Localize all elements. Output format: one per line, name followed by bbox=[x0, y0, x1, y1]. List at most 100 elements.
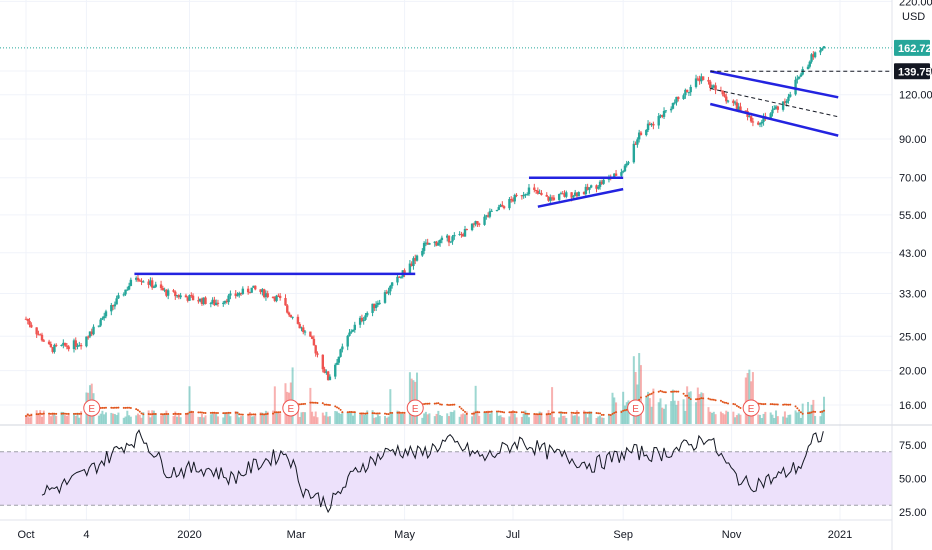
volume-bar bbox=[101, 410, 104, 424]
volume-bar bbox=[497, 415, 500, 424]
volume-bar bbox=[577, 416, 580, 424]
marked-price-label: 139.75 bbox=[894, 63, 932, 80]
time-tick-label: 4 bbox=[83, 529, 89, 541]
candle-body bbox=[149, 280, 152, 285]
candle-body bbox=[559, 193, 563, 195]
volume-bar bbox=[597, 416, 600, 424]
volume-ma-point bbox=[600, 413, 603, 416]
volume-ma-point bbox=[167, 413, 170, 416]
volume-ma-point bbox=[783, 403, 786, 406]
volume-bar bbox=[378, 416, 381, 424]
volume-ma-point bbox=[709, 398, 712, 401]
candle-body bbox=[348, 332, 351, 336]
volume-ma-point bbox=[216, 412, 219, 415]
candle-body bbox=[527, 187, 531, 195]
candle-body bbox=[773, 108, 776, 110]
time-tick-label: Nov bbox=[722, 529, 742, 541]
volume-ma-point bbox=[696, 398, 699, 401]
candle-body bbox=[749, 116, 753, 122]
candle-body bbox=[126, 289, 129, 291]
volume-bar bbox=[304, 412, 307, 424]
volume-ma-point bbox=[794, 405, 797, 408]
volume-ma-point bbox=[128, 406, 131, 409]
volume-ma-point bbox=[620, 410, 623, 413]
volume-bar bbox=[51, 412, 54, 424]
volume-ma-point bbox=[609, 413, 612, 416]
candle-body bbox=[460, 233, 463, 235]
volume-bar bbox=[138, 414, 141, 424]
volume-bar bbox=[465, 411, 468, 424]
volume-bar bbox=[263, 413, 266, 424]
earnings-marker-label: E bbox=[748, 404, 755, 415]
volume-bar bbox=[272, 410, 275, 424]
volume-bar bbox=[352, 415, 355, 424]
volume-bar bbox=[540, 412, 543, 424]
grid-lines bbox=[0, 0, 892, 520]
volume-ma-point bbox=[812, 410, 815, 413]
volume-ma-point bbox=[28, 414, 31, 417]
volume-bar bbox=[499, 415, 502, 424]
volume-bar bbox=[64, 415, 67, 424]
volume-bar bbox=[623, 405, 626, 424]
volume-bar bbox=[721, 413, 724, 424]
trend-lines[interactable] bbox=[134, 70, 839, 276]
volume-ma-point bbox=[309, 401, 312, 404]
volume-ma-point bbox=[254, 413, 257, 416]
volume-bar bbox=[204, 415, 207, 424]
volume-ma-point bbox=[583, 411, 586, 414]
volume-ma-point bbox=[72, 412, 75, 415]
currency-label[interactable]: USD bbox=[902, 11, 925, 23]
candle-body bbox=[389, 285, 392, 292]
volume-ma-point bbox=[673, 390, 676, 393]
candle-body bbox=[408, 263, 412, 275]
candle-body bbox=[277, 295, 280, 297]
volume-ma-point bbox=[316, 402, 319, 405]
volume-ma-point bbox=[574, 412, 577, 415]
candle-body bbox=[774, 106, 778, 109]
candle-body bbox=[783, 101, 787, 103]
candle-body bbox=[808, 61, 811, 67]
volume-bar bbox=[184, 413, 187, 424]
volume-ma-point bbox=[577, 411, 580, 414]
volume-bar bbox=[60, 411, 63, 424]
volume-ma-point bbox=[261, 413, 264, 416]
candle-body bbox=[284, 298, 287, 306]
volume-ma-point bbox=[117, 406, 120, 409]
candle-body bbox=[737, 106, 740, 110]
trend-line bbox=[537, 187, 624, 208]
volume-ma-point bbox=[522, 411, 525, 414]
candle-body bbox=[485, 215, 488, 217]
volume-bar bbox=[565, 417, 568, 424]
volume-ma-point bbox=[101, 406, 104, 409]
volume-bar bbox=[215, 414, 218, 424]
volume-ma-point bbox=[197, 411, 200, 414]
volume-ma-point bbox=[247, 413, 250, 416]
price-axis[interactable]: 220.00140.00120.0090.0070.0055.0043.0033… bbox=[891, 0, 932, 550]
volume-ma-point bbox=[188, 411, 191, 414]
candle-body bbox=[88, 331, 92, 337]
candle-body bbox=[700, 76, 703, 82]
volume-ma-point bbox=[389, 411, 392, 414]
volume-ma-point bbox=[163, 413, 166, 416]
candle-body bbox=[197, 300, 200, 302]
volume-bar bbox=[401, 413, 404, 424]
trend-line bbox=[709, 102, 839, 137]
candle-body bbox=[366, 312, 369, 316]
volume-bar bbox=[599, 415, 602, 424]
candle-body bbox=[685, 89, 689, 93]
volume-bar bbox=[783, 411, 786, 424]
candle-body bbox=[524, 194, 527, 196]
volume-bar bbox=[439, 415, 442, 424]
volume-ma-point bbox=[323, 403, 326, 406]
volume-bar bbox=[657, 402, 660, 424]
candle-body bbox=[682, 95, 685, 100]
candle-body bbox=[671, 103, 675, 109]
volume-bar bbox=[224, 412, 227, 424]
volume-bar bbox=[645, 397, 648, 424]
volume-bar bbox=[227, 411, 230, 424]
candle-body bbox=[358, 317, 362, 325]
time-axis[interactable]: Oct 4 2020 Mar May Jul Sep Nov 2021 bbox=[0, 519, 892, 541]
volume-ma-point bbox=[35, 413, 38, 416]
